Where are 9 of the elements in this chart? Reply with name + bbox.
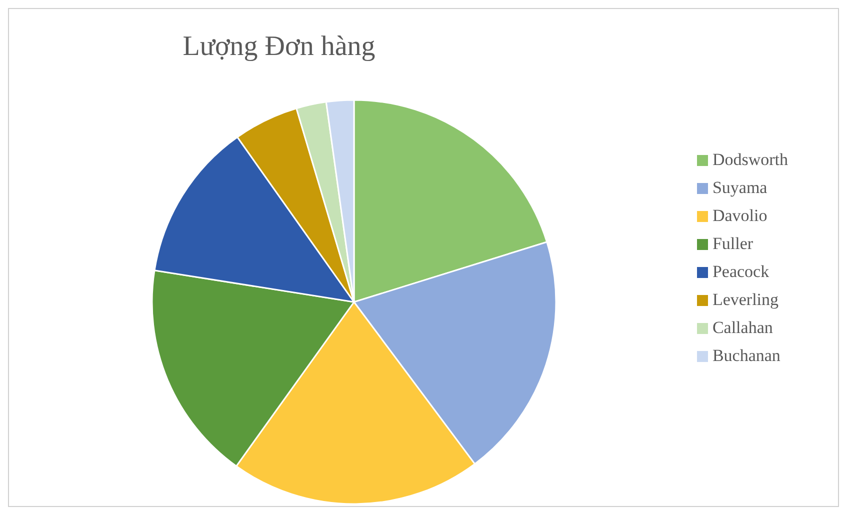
legend-label: Suyama — [712, 178, 768, 196]
legend-label: Leverling — [712, 290, 779, 308]
chart-title: Lượng Đơn hàng — [182, 31, 376, 63]
legend-label: Buchanan — [712, 346, 780, 364]
legend-label: Callahan — [712, 318, 773, 336]
legend-label: Peacock — [712, 262, 770, 280]
legend-label: Dodsworth — [712, 150, 788, 168]
legend-label: Fuller — [712, 234, 754, 252]
legend-label: Davolio — [712, 206, 768, 224]
